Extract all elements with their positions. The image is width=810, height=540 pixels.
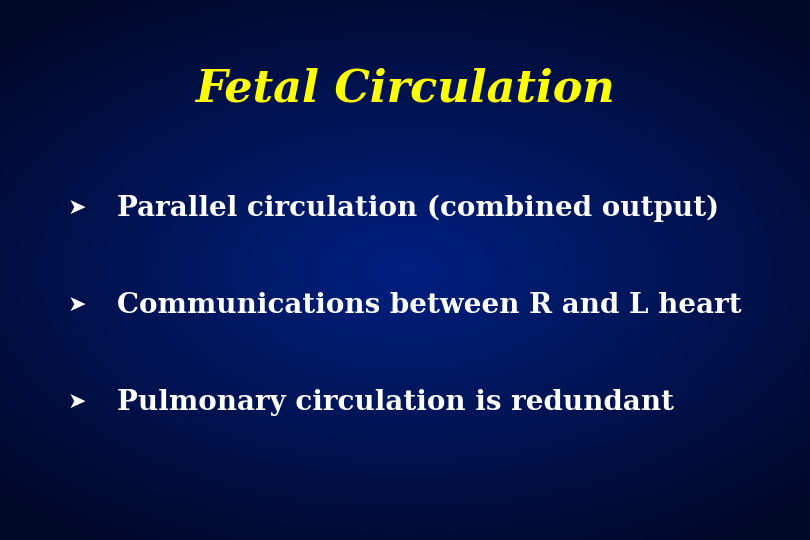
Text: Communications between R and L heart: Communications between R and L heart (117, 292, 742, 319)
Text: Pulmonary circulation is redundant: Pulmonary circulation is redundant (117, 389, 675, 416)
Text: ➤: ➤ (68, 295, 86, 315)
Text: Fetal Circulation: Fetal Circulation (195, 68, 615, 111)
Text: ➤: ➤ (68, 392, 86, 413)
Text: ➤: ➤ (68, 198, 86, 218)
Text: Parallel circulation (combined output): Parallel circulation (combined output) (117, 194, 719, 221)
